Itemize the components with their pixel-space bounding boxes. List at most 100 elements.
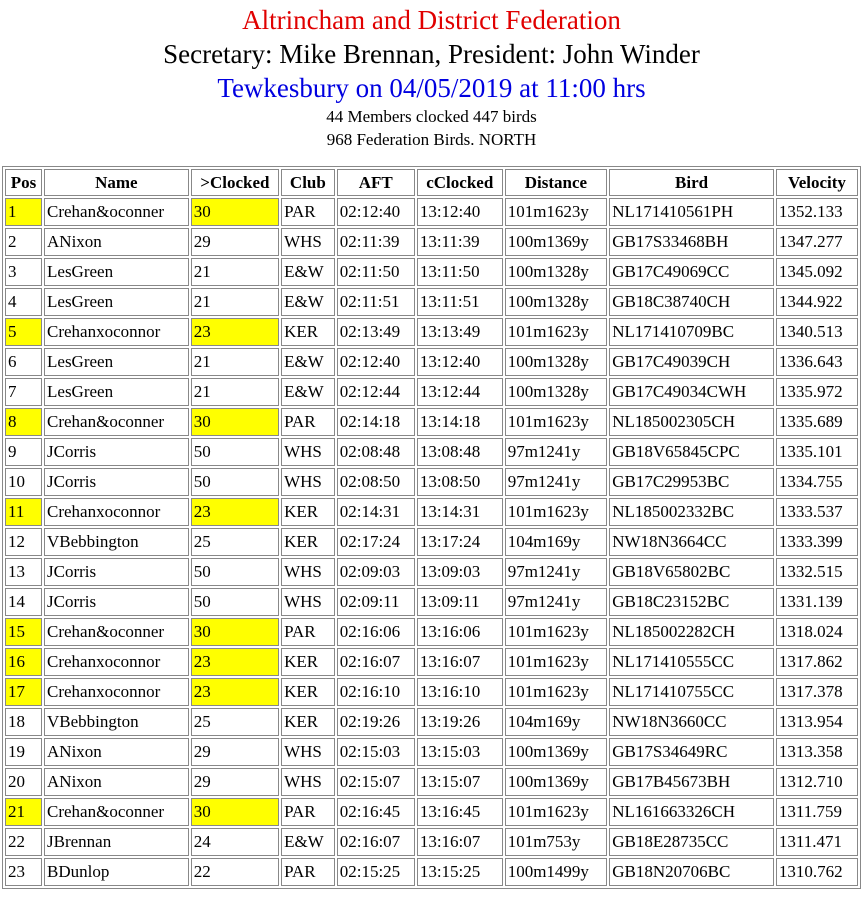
cell-name: ANixon bbox=[44, 738, 189, 766]
race-title: Tewkesbury on 04/05/2019 at 11:00 hrs bbox=[217, 73, 646, 103]
cell-clocked-count: 25 bbox=[190, 708, 280, 736]
cell-club: WHS bbox=[281, 468, 335, 496]
header-row: Pos Name >Clocked Club AFT cClocked Distance Bi… bbox=[5, 169, 858, 196]
cell-aft: 02:15:25 bbox=[336, 858, 415, 886]
cell-pos: 12 bbox=[5, 528, 43, 556]
cell-distance: 100m1328y bbox=[504, 288, 608, 316]
federation-title: Altrincham and District Federation bbox=[242, 5, 621, 35]
cell-clock-time: 13:14:31 bbox=[416, 498, 503, 526]
cell-velocity: 1333.399 bbox=[775, 528, 858, 556]
cell-pos: 17 bbox=[5, 678, 43, 706]
cell-pos: 23 bbox=[5, 858, 43, 886]
cell-name: VBebbington bbox=[44, 708, 189, 736]
cell-name: JCorris bbox=[44, 588, 189, 616]
cell-aft: 02:19:26 bbox=[336, 708, 415, 736]
cell-velocity: 1352.133 bbox=[775, 198, 858, 226]
table-row: 3 LesGreen 21 E&W 02:11:50 13:11:50 100m1328y G… bbox=[5, 258, 858, 286]
column-header-velocity: Velocity bbox=[775, 169, 858, 196]
cell-velocity: 1335.101 bbox=[775, 438, 858, 466]
cell-pos: 6 bbox=[5, 348, 43, 376]
cell-distance: 104m169y bbox=[504, 708, 608, 736]
table-row: 6 LesGreen 21 E&W 02:12:40 13:12:40 100m1328y G… bbox=[5, 348, 858, 376]
cell-pos: 20 bbox=[5, 768, 43, 796]
table-row: 9 JCorris 50 WHS 02:08:48 13:08:48 97m1241y GB1… bbox=[5, 438, 858, 466]
cell-distance: 100m1499y bbox=[504, 858, 608, 886]
cell-velocity: 1344.922 bbox=[775, 288, 858, 316]
cell-club: E&W bbox=[281, 828, 335, 856]
cell-aft: 02:15:07 bbox=[336, 768, 415, 796]
cell-pos: 4 bbox=[5, 288, 43, 316]
cell-aft: 02:12:44 bbox=[336, 378, 415, 406]
cell-name: Crehan&oconner bbox=[44, 618, 189, 646]
cell-aft: 02:16:10 bbox=[336, 678, 415, 706]
cell-name: Crehanxoconnor bbox=[44, 678, 189, 706]
cell-aft: 02:09:03 bbox=[336, 558, 415, 586]
table-row: 10 JCorris 50 WHS 02:08:50 13:08:50 97m1241y GB… bbox=[5, 468, 858, 496]
cell-bird: GB18C23152BC bbox=[609, 588, 774, 616]
cell-aft: 02:17:24 bbox=[336, 528, 415, 556]
cell-aft: 02:11:50 bbox=[336, 258, 415, 286]
cell-clocked-count: 25 bbox=[190, 528, 280, 556]
cell-clocked-count: 29 bbox=[190, 228, 280, 256]
cell-pos: 5 bbox=[5, 318, 43, 346]
cell-bird: GB18E28735CC bbox=[609, 828, 774, 856]
cell-club: PAR bbox=[281, 858, 335, 886]
table-row: 13 JCorris 50 WHS 02:09:03 13:09:03 97m1241y GB… bbox=[5, 558, 858, 586]
column-header-clocked-count: >Clocked bbox=[190, 169, 280, 196]
cell-clock-time: 13:15:07 bbox=[416, 768, 503, 796]
cell-bird: GB17S33468BH bbox=[609, 228, 774, 256]
cell-name: LesGreen bbox=[44, 258, 189, 286]
cell-name: Crehanxoconnor bbox=[44, 648, 189, 676]
cell-aft: 02:09:11 bbox=[336, 588, 415, 616]
cell-distance: 100m1328y bbox=[504, 258, 608, 286]
cell-distance: 101m1623y bbox=[504, 198, 608, 226]
cell-velocity: 1345.092 bbox=[775, 258, 858, 286]
cell-velocity: 1317.862 bbox=[775, 648, 858, 676]
cell-clock-time: 13:09:03 bbox=[416, 558, 503, 586]
members-summary: 44 Members clocked 447 birds bbox=[326, 107, 537, 126]
cell-clock-time: 13:16:07 bbox=[416, 648, 503, 676]
cell-club: WHS bbox=[281, 738, 335, 766]
cell-clock-time: 13:16:10 bbox=[416, 678, 503, 706]
cell-bird: NW18N3664CC bbox=[609, 528, 774, 556]
cell-velocity: 1334.755 bbox=[775, 468, 858, 496]
cell-name: Crehan&oconner bbox=[44, 198, 189, 226]
cell-clocked-count: 21 bbox=[190, 258, 280, 286]
cell-velocity: 1313.358 bbox=[775, 738, 858, 766]
cell-bird: GB18C38740CH bbox=[609, 288, 774, 316]
cell-clocked-count: 50 bbox=[190, 558, 280, 586]
cell-clock-time: 13:12:40 bbox=[416, 198, 503, 226]
cell-name: Crehanxoconnor bbox=[44, 498, 189, 526]
cell-clock-time: 13:17:24 bbox=[416, 528, 503, 556]
cell-name: JBrennan bbox=[44, 828, 189, 856]
cell-club: KER bbox=[281, 498, 335, 526]
cell-clocked-count: 21 bbox=[190, 348, 280, 376]
cell-velocity: 1335.689 bbox=[775, 408, 858, 436]
cell-aft: 02:16:06 bbox=[336, 618, 415, 646]
cell-clocked-count: 23 bbox=[190, 498, 280, 526]
cell-aft: 02:11:39 bbox=[336, 228, 415, 256]
cell-club: E&W bbox=[281, 258, 335, 286]
cell-bird: GB18V65802BC bbox=[609, 558, 774, 586]
cell-clocked-count: 29 bbox=[190, 768, 280, 796]
cell-distance: 97m1241y bbox=[504, 588, 608, 616]
cell-clock-time: 13:19:26 bbox=[416, 708, 503, 736]
cell-pos: 9 bbox=[5, 438, 43, 466]
cell-clock-time: 13:09:11 bbox=[416, 588, 503, 616]
cell-velocity: 1318.024 bbox=[775, 618, 858, 646]
table-row: 16 Crehanxoconnor 23 KER 02:16:07 13:16:07 101… bbox=[5, 648, 858, 676]
table-row: 8 Crehan&oconner 30 PAR 02:14:18 13:14:18 101m… bbox=[5, 408, 858, 436]
cell-clock-time: 13:11:51 bbox=[416, 288, 503, 316]
table-row: 14 JCorris 50 WHS 02:09:11 13:09:11 97m1241y GB… bbox=[5, 588, 858, 616]
cell-aft: 02:11:51 bbox=[336, 288, 415, 316]
cell-aft: 02:08:50 bbox=[336, 468, 415, 496]
cell-club: WHS bbox=[281, 228, 335, 256]
cell-club: WHS bbox=[281, 558, 335, 586]
cell-bird: GB17B45673BH bbox=[609, 768, 774, 796]
cell-name: Crehan&oconner bbox=[44, 408, 189, 436]
cell-name: JCorris bbox=[44, 558, 189, 586]
cell-pos: 22 bbox=[5, 828, 43, 856]
cell-bird: GB18N20706BC bbox=[609, 858, 774, 886]
cell-clocked-count: 30 bbox=[190, 408, 280, 436]
cell-velocity: 1313.954 bbox=[775, 708, 858, 736]
